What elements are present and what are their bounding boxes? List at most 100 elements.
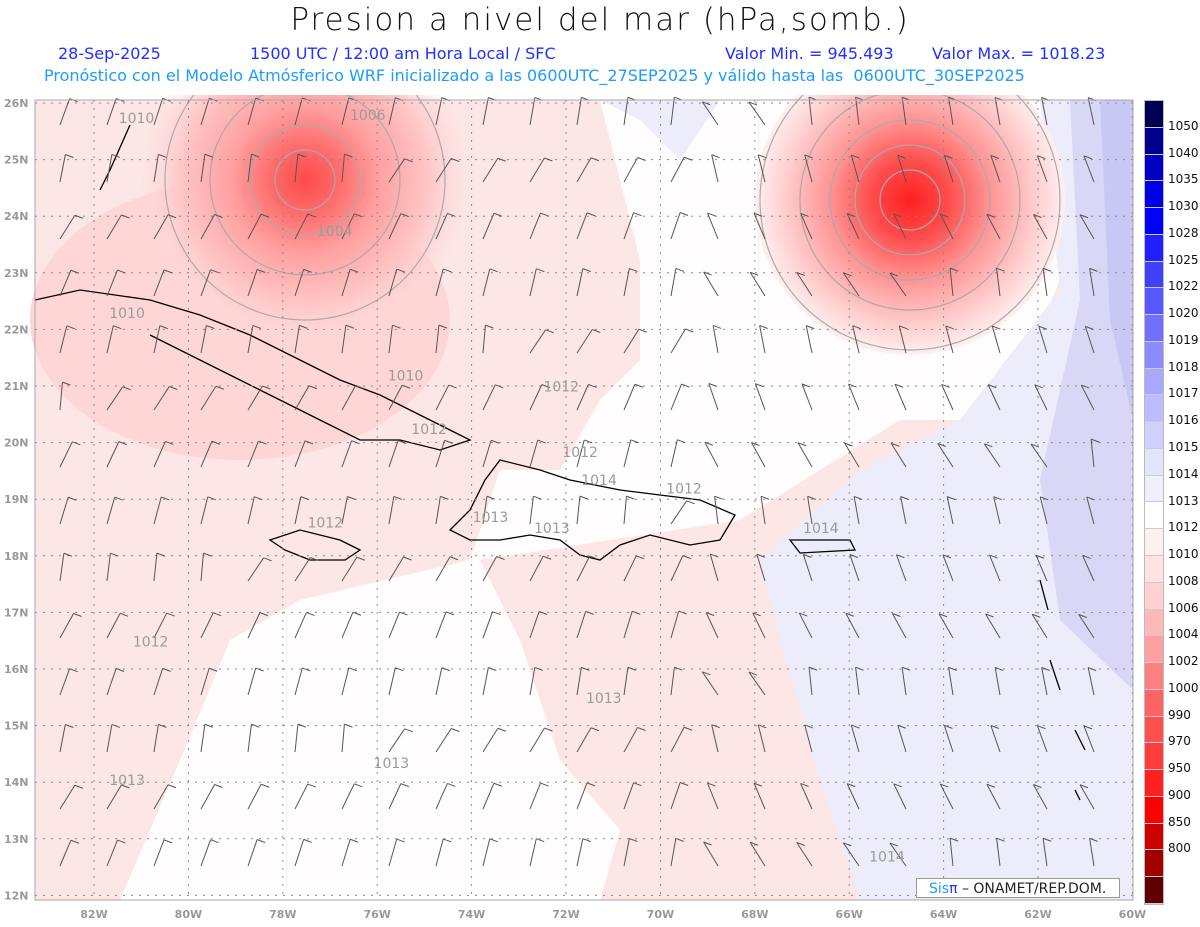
wind-barb: [670, 667, 675, 696]
wind-barb-flag: [441, 667, 450, 672]
wind-barb: [294, 496, 302, 525]
wind-barb-flag: [443, 268, 452, 273]
wind-barb: [808, 97, 813, 126]
colorbar-swatch: [1145, 154, 1163, 182]
contour-label: 1014: [803, 521, 839, 537]
wind-barb-flag: [537, 439, 546, 444]
wind-barb-flag: [632, 610, 641, 615]
wind-barb: [576, 727, 592, 753]
wind-barb-flag: [397, 440, 407, 444]
wind-barb-flag: [203, 552, 212, 557]
wind-barb: [846, 213, 860, 240]
wind-barb: [529, 667, 536, 696]
wind-barb: [889, 272, 907, 297]
wind-barb: [895, 554, 907, 582]
colorbar-swatch: [1145, 636, 1163, 664]
wind-barb: [983, 443, 1001, 468]
contour-label: 1012: [666, 482, 702, 498]
wind-barb: [153, 612, 168, 639]
wind-barb-flag: [1042, 837, 1052, 842]
wind-barb: [435, 496, 441, 525]
wind-barb-flag: [707, 212, 716, 217]
wind-barb: [59, 668, 71, 696]
wind-barb-flag: [629, 838, 638, 842]
wind-barb: [59, 214, 76, 240]
wind-barb-flag: [396, 268, 405, 273]
wind-barb-flag: [892, 613, 901, 617]
wind-barb-flag: [167, 784, 177, 789]
wind-barb: [294, 385, 310, 411]
wind-barb-flag: [1089, 837, 1098, 842]
wind-barb-flag: [445, 611, 455, 616]
wind-barb: [753, 213, 766, 240]
colorbar-swatch: [1145, 341, 1163, 369]
wind-barb-flag: [258, 440, 267, 445]
wind-barb: [294, 724, 299, 753]
wind-barb: [748, 671, 766, 696]
colorbar-swatch: [1145, 315, 1163, 342]
wind-barb: [482, 440, 492, 468]
wind-barb: [890, 442, 907, 468]
wind-barb: [1042, 838, 1048, 867]
wind-barb: [106, 214, 122, 240]
wind-barb-flag: [590, 727, 600, 732]
wind-barb: [753, 783, 766, 810]
wind-barb: [800, 213, 813, 240]
colorbar-swatch: [1145, 208, 1163, 235]
wind-barb: [153, 839, 165, 867]
wind-barb: [341, 269, 351, 297]
wind-barb-flag: [708, 383, 718, 387]
wind-barb: [670, 838, 677, 867]
wind-barb-flag: [169, 386, 178, 390]
wind-barb: [756, 554, 766, 582]
wind-barb: [945, 325, 954, 354]
wind-barb-flag: [210, 269, 219, 274]
colorbar-swatch: [1145, 448, 1163, 476]
wind-barb-flag: [1033, 214, 1042, 218]
wind-barb: [938, 613, 954, 639]
colorbar-label: 1018: [1168, 359, 1199, 374]
wind-barb-flag: [675, 267, 685, 272]
wind-barb-flag: [711, 724, 720, 729]
wind-barb: [749, 271, 766, 297]
wind-barb-flag: [251, 153, 260, 158]
wind-barb-flag: [990, 155, 1000, 159]
wind-barbs: [59, 96, 1100, 867]
wind-barb: [294, 213, 309, 240]
wind-barb-flag: [110, 552, 119, 557]
wind-barb: [623, 384, 636, 411]
wind-barb-flag: [161, 496, 170, 501]
wind-barb-flag: [846, 213, 856, 218]
wind-barb-flag: [211, 440, 221, 445]
wind-barb: [805, 325, 813, 354]
wind-barb-flag: [627, 666, 637, 671]
colorbar-swatch: [1145, 743, 1163, 771]
wind-barb: [529, 384, 543, 411]
wind-barb: [842, 842, 860, 867]
wind-barb: [576, 157, 592, 183]
wind-barb-flag: [121, 214, 130, 219]
wind-barb-flag: [937, 443, 946, 447]
wind-barb-flag: [749, 271, 759, 276]
wind-barb: [749, 841, 766, 867]
wind-barb: [797, 442, 813, 468]
wind-barb-flag: [114, 496, 123, 501]
wind-barb-flag: [493, 782, 503, 787]
colorbar-label: 850: [1168, 814, 1191, 829]
wind-barb: [153, 98, 164, 126]
wind-barb-flag: [633, 782, 642, 787]
wind-barb: [576, 838, 584, 867]
wind-barb-flag: [987, 384, 997, 389]
wind-barb-flag: [675, 837, 685, 842]
wind-barb: [576, 555, 591, 582]
wind-barb: [294, 612, 307, 639]
wind-barb-flag: [1031, 613, 1041, 618]
wind-barb: [704, 442, 719, 468]
wind-barb: [435, 325, 440, 354]
wind-barb: [1042, 268, 1048, 297]
wind-barb-flag: [686, 500, 695, 505]
map-frame: [34, 99, 1134, 901]
wind-barb: [435, 667, 443, 696]
colorbar-label: 1019: [1168, 332, 1199, 347]
wind-barb: [435, 611, 447, 639]
